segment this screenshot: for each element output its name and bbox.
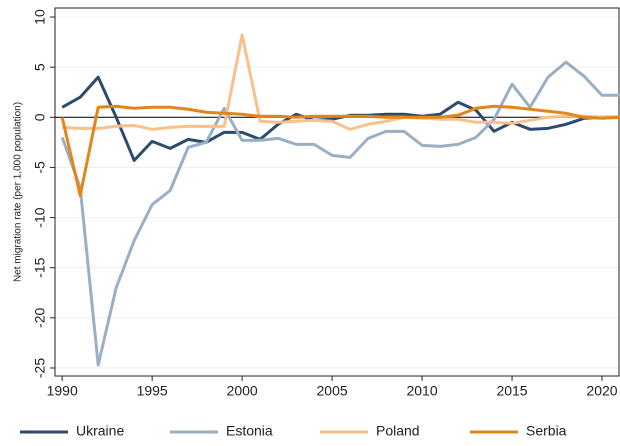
legend-label: Estonia — [226, 423, 273, 439]
x-tick-label: 2010 — [406, 383, 437, 399]
y-tick-label: -25 — [32, 358, 48, 378]
y-axis-label: Net migration rate (per 1,000 population… — [13, 102, 24, 282]
y-tick-label: -10 — [32, 207, 48, 227]
series-line — [60, 104, 620, 198]
legend-label: Ukraine — [76, 423, 124, 439]
x-tick-label: 1990 — [47, 383, 78, 399]
y-tick-label: -5 — [32, 161, 48, 174]
y-tick-label: -20 — [32, 308, 48, 328]
x-tick-label: 2020 — [586, 383, 617, 399]
x-tick-label: 2015 — [496, 383, 527, 399]
y-tick-label: -15 — [32, 257, 48, 277]
x-tick-label: 2000 — [227, 383, 258, 399]
plot-frame — [54, 7, 620, 377]
legend-label: Serbia — [526, 423, 567, 439]
series-line — [62, 33, 620, 131]
y-tick-label: 5 — [32, 63, 48, 71]
x-tick-label: 1995 — [137, 383, 168, 399]
series-line — [60, 60, 620, 367]
y-tick-label: 0 — [32, 113, 48, 121]
x-tick-label: 2005 — [317, 383, 348, 399]
legend-label: Poland — [376, 423, 420, 439]
y-tick-label: 10 — [32, 9, 48, 25]
